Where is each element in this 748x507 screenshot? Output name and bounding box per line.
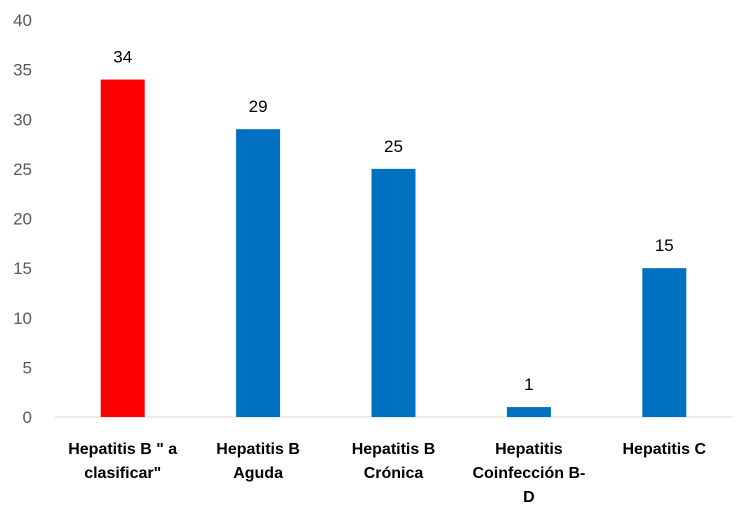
x-tick-label: Hepatitis C — [623, 441, 707, 458]
x-tick-label-line: Crónica — [364, 465, 424, 482]
x-tick-label: Hepatitis B Crónica — [352, 441, 436, 482]
x-tick-label-line: Coinfección B- — [472, 465, 585, 482]
y-tick-label: 0 — [23, 408, 32, 427]
x-tick-label-line: Hepatitis B " a — [68, 441, 177, 458]
x-tick-label-line: Aguda — [233, 465, 283, 482]
x-tick-label: Hepatitis B " a clasificar" — [68, 441, 177, 482]
bar — [372, 169, 416, 417]
x-tick-label-line: clasificar" — [84, 465, 161, 482]
y-axis-ticks: 0 5 10 15 20 25 30 35 40 — [13, 11, 32, 427]
data-label: 34 — [113, 48, 132, 67]
bars — [101, 80, 687, 417]
y-tick-label: 10 — [13, 309, 32, 328]
y-tick-label: 25 — [13, 160, 32, 179]
x-tick-label-line: Hepatitis B — [352, 441, 436, 458]
y-tick-label: 15 — [13, 259, 32, 278]
bar — [642, 268, 686, 417]
x-tick-label: Hepatitis B Aguda — [216, 441, 300, 482]
y-tick-label: 20 — [13, 210, 32, 229]
bar — [507, 407, 551, 417]
x-tick-label-line: Hepatitis C — [623, 441, 707, 458]
y-tick-label: 30 — [13, 110, 32, 129]
bar — [101, 80, 145, 417]
x-tick-label: Hepatitis Coinfección B- D — [472, 441, 585, 506]
category-labels: Hepatitis B " a clasificar" Hepatitis B Agu… — [68, 441, 706, 506]
x-tick-label-line: Hepatitis — [495, 441, 563, 458]
data-label: 25 — [384, 137, 403, 156]
bar — [236, 129, 280, 417]
data-label: 1 — [524, 375, 533, 394]
x-tick-label-line: D — [523, 489, 535, 506]
y-tick-label: 35 — [13, 61, 32, 80]
data-label: 15 — [655, 236, 674, 255]
y-tick-label: 5 — [23, 358, 32, 377]
data-label: 29 — [249, 97, 268, 116]
x-tick-label-line: Hepatitis B — [216, 441, 300, 458]
y-tick-label: 40 — [13, 11, 32, 30]
